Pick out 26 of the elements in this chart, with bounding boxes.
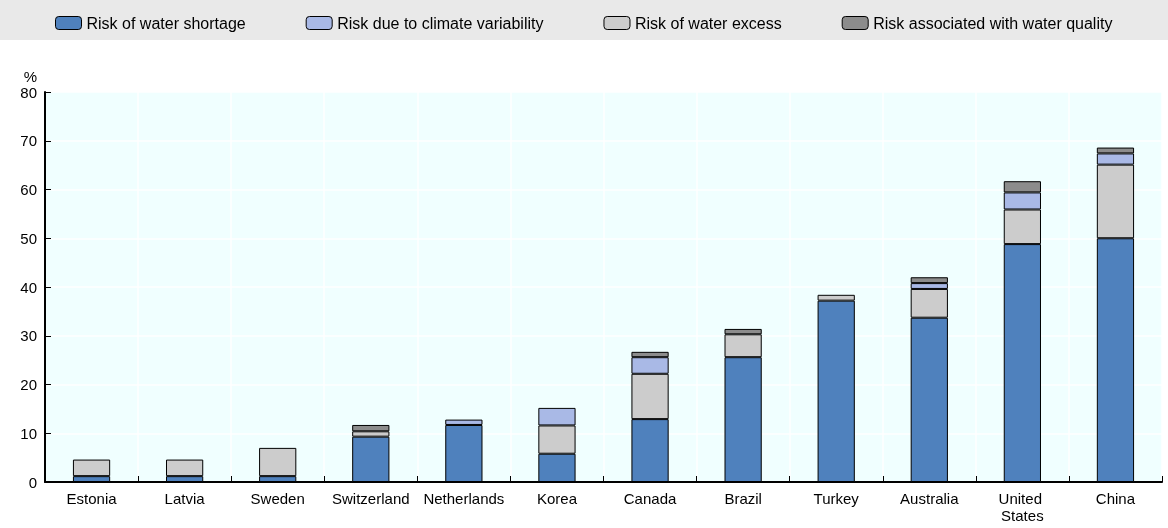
x-tick-label: Estonia: [66, 490, 118, 507]
x-tick-label: Netherlands: [423, 490, 505, 507]
x-tick-label: Korea: [536, 490, 578, 507]
y-axis-title: %: [23, 68, 37, 85]
x-tick-label: Turkey: [813, 490, 860, 507]
y-tick-label: 10: [20, 424, 37, 442]
x-tick-label: Switzerland: [332, 490, 410, 507]
legend-label: Risk of water shortage: [86, 14, 246, 32]
x-tick-label: Australia: [900, 490, 960, 507]
y-tick-label: 40: [20, 278, 37, 296]
y-tick-label: 60: [20, 181, 37, 198]
x-tick-label: Latvia: [164, 490, 206, 507]
y-tick-label: 80: [20, 83, 37, 101]
legend-label: Risk associated with water quality: [873, 14, 1113, 32]
y-tick-label: 20: [20, 376, 37, 393]
x-tick-label: China: [1095, 490, 1136, 507]
y-tick-label: 30: [20, 327, 37, 345]
y-tick-label: 70: [20, 132, 37, 150]
y-tick-label: 0: [28, 473, 37, 491]
x-tick-label: Canada: [623, 490, 677, 507]
legend-label: Risk due to climate variability: [337, 14, 544, 32]
x-tick-label: United States: [998, 490, 1047, 524]
legend-label: Risk of water excess: [634, 14, 782, 32]
y-tick-label: 50: [20, 229, 37, 247]
x-tick-label: Sweden: [250, 490, 305, 507]
x-tick-label: Brazil: [724, 490, 762, 507]
